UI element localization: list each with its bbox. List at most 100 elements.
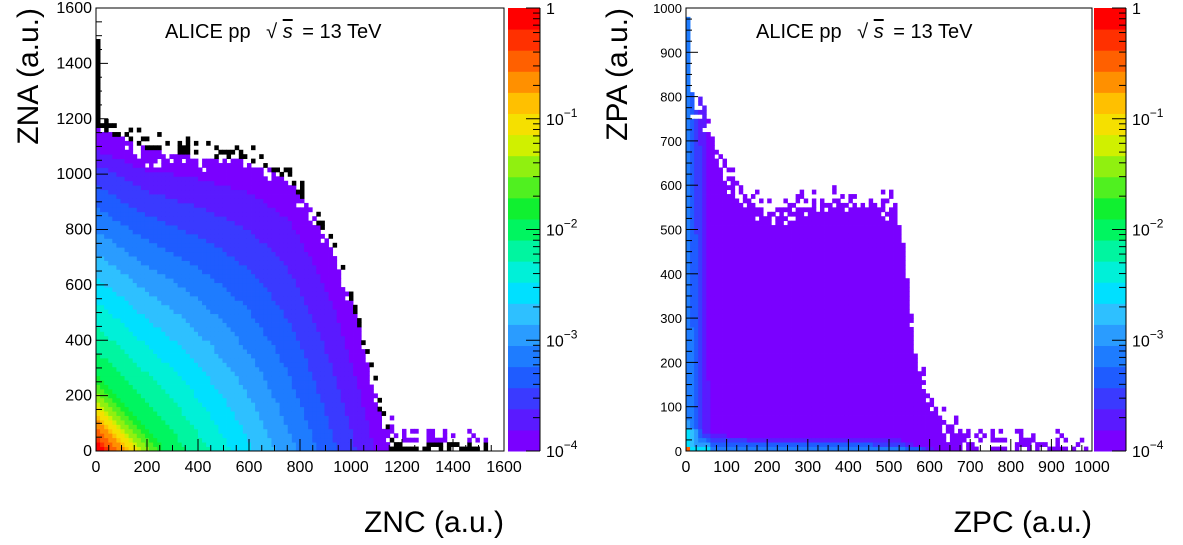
heatmap-cell (389, 437, 395, 443)
heatmap-cell (108, 207, 113, 213)
heatmap-cell (308, 207, 313, 213)
heatmap-cell (206, 202, 211, 208)
heatmap-cell (267, 220, 272, 226)
heatmap-cell (690, 331, 695, 337)
heatmap-cell (365, 406, 370, 412)
heatmap-cell (698, 419, 703, 425)
heatmap-cell (108, 180, 113, 186)
heatmap-cell (283, 380, 289, 385)
heatmap-cell (279, 300, 285, 306)
heatmap-cell (279, 375, 285, 381)
heatmap-cell (108, 185, 113, 191)
heatmap-cell (283, 326, 289, 332)
heatmap-cell (332, 366, 338, 372)
heatmap-cell (698, 406, 703, 412)
heatmap-cell (259, 424, 264, 430)
heatmap-cell (275, 194, 280, 199)
heatmap-cell (120, 415, 125, 421)
heatmap-cell (718, 424, 723, 430)
heatmap-cell (353, 371, 358, 377)
heatmap-cell (96, 216, 101, 222)
heatmap-cell (316, 388, 321, 394)
heatmap-cell (686, 366, 691, 372)
heatmap-cell (226, 335, 232, 341)
heatmap-cell (112, 167, 117, 173)
heatmap-cell (304, 318, 309, 323)
heatmap-cell (181, 371, 187, 377)
heatmap-cell (690, 167, 695, 173)
heatmap-cell (132, 202, 138, 208)
heatmap-cell (218, 304, 223, 310)
heatmap-cell (694, 344, 699, 350)
heatmap-cell (112, 380, 117, 385)
colorbar-band (508, 366, 540, 389)
heatmap-cell (291, 247, 297, 253)
heatmap-cell (694, 251, 699, 257)
heatmap-cell (124, 176, 130, 182)
heatmap-cell (202, 211, 207, 217)
heatmap-cell (214, 247, 219, 253)
heatmap-cell (242, 207, 248, 213)
heatmap-cell (267, 295, 272, 301)
heatmap-cell (108, 415, 113, 421)
heatmap-cell (344, 402, 350, 408)
heatmap-cell (165, 397, 170, 403)
heatmap-cell (222, 180, 227, 186)
heatmap-cell (686, 353, 691, 359)
heatmap-cell (702, 388, 707, 394)
heatmap-cell (100, 375, 105, 381)
heatmap-cell (267, 167, 272, 173)
heatmap-cell (132, 411, 138, 416)
heatmap-cell (96, 83, 101, 89)
heatmap-cell (226, 202, 232, 208)
heatmap-cell (357, 415, 362, 421)
heatmap-cell (686, 167, 691, 173)
heatmap-cell (690, 362, 695, 368)
heatmap-cell (263, 207, 268, 213)
heatmap-cell (698, 313, 703, 319)
heatmap-cell (230, 149, 236, 155)
heatmap-cell (181, 225, 187, 230)
heatmap-cell (177, 176, 183, 182)
heatmap-cell (226, 211, 232, 217)
heatmap-cell (714, 384, 719, 390)
heatmap-cell (332, 397, 338, 403)
heatmap-cell (222, 322, 227, 328)
heatmap-cell (690, 233, 695, 239)
heatmap-cell (140, 397, 146, 403)
heatmap-cell (702, 344, 707, 350)
heatmap-cell (686, 229, 691, 235)
heatmap-cell (242, 154, 248, 160)
heatmap-cell (189, 242, 195, 248)
heatmap-cell (263, 242, 268, 248)
heatmap-cell (234, 242, 240, 248)
heatmap-cell (308, 295, 313, 301)
heatmap-cell (206, 411, 211, 416)
heatmap-cell (340, 313, 346, 319)
heatmap-cell (312, 380, 317, 385)
heatmap-cell (132, 402, 138, 408)
heatmap-cell (198, 309, 203, 315)
heatmap-cell (177, 242, 183, 248)
heatmap-cell (686, 251, 691, 257)
heatmap-cell (344, 340, 350, 346)
heatmap-cell (328, 260, 334, 266)
heatmap-cell (140, 340, 146, 346)
heatmap-cell (140, 366, 146, 372)
colorbar-band (508, 345, 540, 368)
heatmap-cell (242, 384, 248, 390)
heatmap-cell (694, 140, 699, 146)
heatmap-cell (312, 295, 317, 301)
heatmap-cell (189, 322, 195, 328)
heatmap-cell (193, 163, 199, 168)
heatmap-cell (353, 322, 358, 328)
heatmap-cell (718, 433, 723, 439)
heatmap-cell (210, 260, 215, 266)
heatmap-cell (169, 388, 174, 394)
heatmap-cell (706, 304, 711, 310)
heatmap-cell (193, 225, 199, 230)
heatmap-cell (287, 216, 293, 222)
heatmap-cell (686, 123, 691, 129)
heatmap-cell (287, 349, 293, 354)
heatmap-cell (218, 419, 223, 425)
